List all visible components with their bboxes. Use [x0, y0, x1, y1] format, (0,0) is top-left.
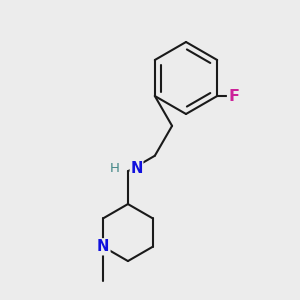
Text: N: N [130, 161, 143, 176]
Text: N: N [97, 239, 110, 254]
Text: F: F [228, 88, 239, 104]
Text: H: H [110, 162, 119, 175]
